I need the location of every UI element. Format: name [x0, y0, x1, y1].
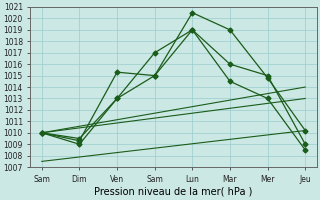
X-axis label: Pression niveau de la mer( hPa ): Pression niveau de la mer( hPa ) — [94, 187, 253, 197]
